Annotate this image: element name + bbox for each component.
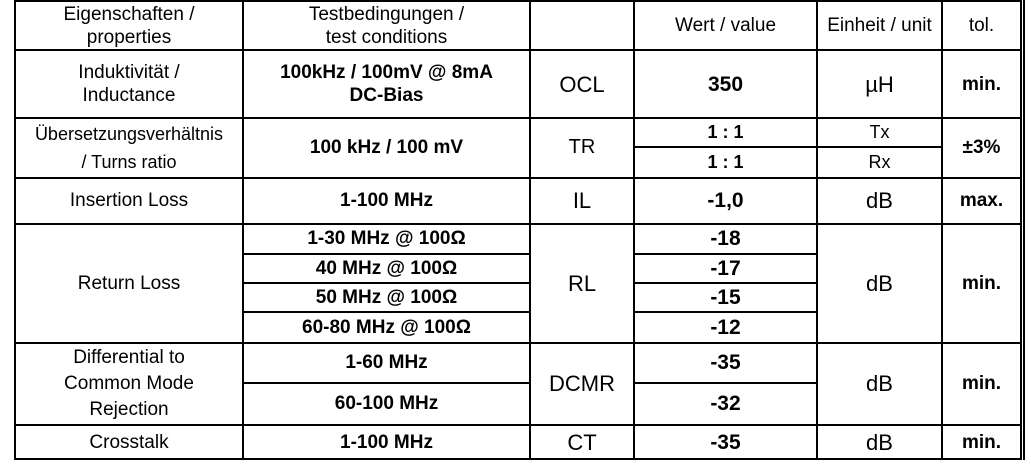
- rl-row-4: 60-80 MHz @ 100Ω -12: [15, 311, 1021, 344]
- il-value: -1,0: [633, 176, 818, 225]
- rl-symbol: RL: [529, 222, 635, 344]
- rl-condition-4: 60-80 MHz @ 100Ω: [242, 311, 531, 344]
- dcmr-condition-1: 1-60 MHz: [242, 341, 531, 384]
- rl-value-2: -17: [633, 252, 818, 285]
- ocl-unit: µH: [816, 49, 943, 120]
- ct-row: Crosstalk 1-100 MHz CT -35 dB min.: [14, 424, 1022, 460]
- dcmr-row-1: Differential to Common Mode Rejection 1-…: [14, 341, 1022, 427]
- ocl-condition: 100kHz / 100mV @ 8mA DC-Bias: [242, 49, 531, 120]
- dcmr-property-line1: Differential to: [73, 346, 185, 368]
- tr-symbol: TR: [529, 117, 635, 179]
- tr-property-line2: / Turns ratio: [81, 151, 177, 172]
- tr-value-tx: 1 : 1: [633, 117, 818, 148]
- header-conditions-line1: Testbedingungen /: [308, 3, 465, 25]
- ocl-symbol: OCL: [529, 49, 635, 120]
- header-conditions: Testbedingungen / test conditions: [242, 0, 531, 52]
- dcmr-tol: min.: [941, 341, 1022, 427]
- dcmr-value-2: -32: [633, 381, 818, 427]
- ocl-property-line1: Induktivität /: [78, 62, 180, 84]
- rl-tol: min.: [941, 222, 1022, 344]
- ct-unit: dB: [816, 424, 943, 460]
- ocl-tol: min.: [941, 49, 1022, 120]
- header-unit: Einheit / unit: [816, 0, 943, 52]
- rl-value-4: -12: [633, 311, 818, 344]
- tr-tol: ±3%: [941, 117, 1022, 179]
- dcmr-property: Differential to Common Mode Rejection: [14, 341, 244, 427]
- header-value: Wert / value: [633, 0, 818, 52]
- header-properties-line1: Eigenschaften /: [63, 3, 195, 25]
- rl-value-1: -18: [633, 222, 818, 255]
- dcmr-property-line3: Rejection: [89, 398, 169, 420]
- rl-condition-2: 40 MHz @ 100Ω: [242, 252, 531, 285]
- rl-row-2: 40 MHz @ 100Ω -17: [15, 252, 1021, 285]
- ocl-condition-line1: 100kHz / 100mV @ 8mA: [280, 62, 493, 84]
- tr-unit-tx: Tx: [816, 117, 943, 148]
- tr-unit-rx: Rx: [816, 145, 943, 179]
- tr-row-1: Übersetzungsverhältnis / Turns ratio 100…: [14, 117, 1022, 179]
- rl-row-3: 50 MHz @ 100Ω -15: [15, 282, 1021, 314]
- ct-value: -35: [633, 424, 818, 460]
- dcmr-condition-2: 60-100 MHz: [242, 381, 531, 427]
- dcmr-unit: dB: [816, 341, 943, 427]
- il-unit: dB: [816, 176, 943, 225]
- ct-symbol: CT: [529, 424, 635, 460]
- rl-condition-3: 50 MHz @ 100Ω: [242, 282, 531, 314]
- rl-row-1: Return Loss 1-30 MHz @ 100Ω RL -18 dB mi…: [14, 222, 1022, 344]
- header-row: Eigenschaften / properties Testbedingung…: [14, 0, 1022, 52]
- dcmr-property-line2: Common Mode: [64, 372, 194, 394]
- il-property: Insertion Loss: [14, 176, 244, 225]
- ct-condition: 1-100 MHz: [242, 424, 531, 460]
- dcmr-symbol: DCMR: [529, 341, 635, 427]
- rl-unit: dB: [816, 222, 943, 344]
- header-tol: tol.: [941, 0, 1022, 52]
- ct-tol: min.: [941, 424, 1022, 460]
- ocl-condition-line2: DC-Bias: [349, 85, 424, 107]
- dcmr-value-1: -35: [633, 341, 818, 384]
- header-conditions-line2: test conditions: [325, 26, 448, 48]
- header-properties-line2: properties: [86, 26, 172, 48]
- il-row: Insertion Loss 1-100 MHz IL -1,0 dB max.: [14, 176, 1022, 225]
- rl-property: Return Loss: [14, 222, 244, 344]
- tr-row-2: 1 : 1 Rx: [15, 145, 1021, 179]
- specification-table: Eigenschaften / properties Testbedingung…: [14, 0, 1022, 460]
- ct-property: Crosstalk: [14, 424, 244, 460]
- header-symbol: [529, 0, 635, 52]
- rl-value-3: -15: [633, 282, 818, 314]
- dcmr-row-2: 60-100 MHz -32: [15, 381, 1021, 427]
- rl-condition-1: 1-30 MHz @ 100Ω: [242, 222, 531, 255]
- il-symbol: IL: [529, 176, 635, 225]
- ocl-row: Induktivität / Inductance 100kHz / 100mV…: [14, 49, 1022, 120]
- il-tol: max.: [941, 176, 1022, 225]
- tr-property: Übersetzungsverhältnis / Turns ratio: [14, 117, 244, 179]
- tr-value-rx: 1 : 1: [633, 145, 818, 179]
- ocl-property-line2: Inductance: [82, 85, 176, 107]
- tr-property-line1: Übersetzungsverhältnis: [34, 123, 224, 144]
- ocl-value: 350: [633, 49, 818, 120]
- page-edge-divider: [1023, 0, 1025, 460]
- header-properties: Eigenschaften / properties: [14, 0, 244, 52]
- il-condition: 1-100 MHz: [242, 176, 531, 225]
- tr-condition: 100 kHz / 100 mV: [242, 117, 531, 179]
- ocl-property: Induktivität / Inductance: [14, 49, 244, 120]
